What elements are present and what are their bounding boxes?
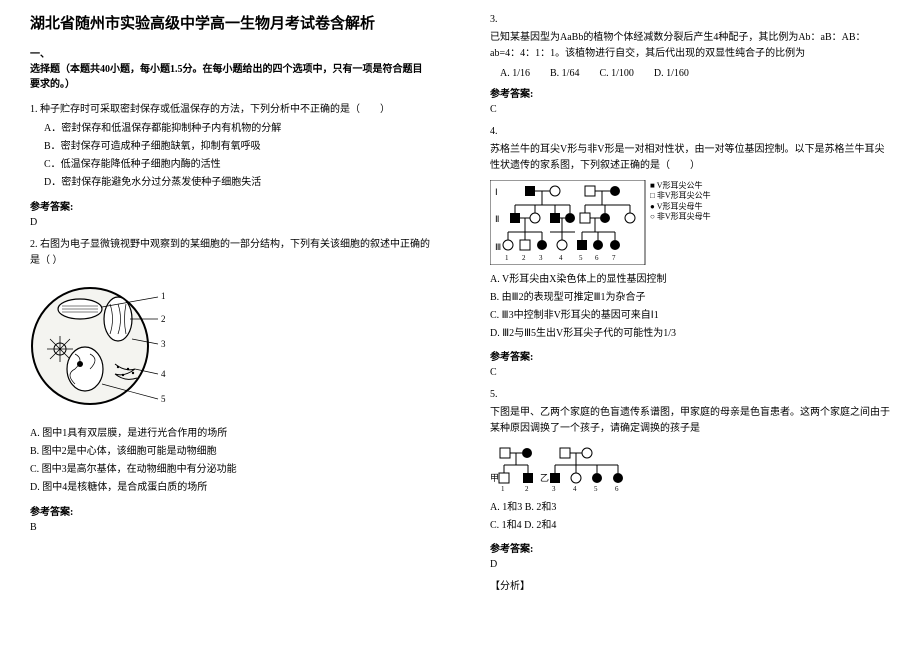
svg-text:2: 2	[525, 485, 529, 493]
q4-pedigree-wrap: Ⅰ Ⅱ Ⅲ 1 2 3 4 5 6 7	[490, 176, 890, 272]
cell-diagram: 1 2 3 4 5	[30, 279, 170, 414]
legend-c: ● V形耳尖母牛	[650, 202, 711, 212]
q3-options: A. 1/16 B. 1/64 C. 1/100 D. 1/160	[500, 68, 890, 79]
q4-opt-c: C. Ⅲ3中控制非V形耳尖的基因可来自Ⅰ1	[490, 308, 890, 324]
q3-ans: C	[490, 102, 890, 118]
q1-opt-c: C．低温保存能降低种子细胞内酶的活性	[44, 156, 430, 174]
q1-stem: 1. 种子贮存时可采取密封保存或低温保存的方法，下列分析中不正确的是（ ）	[30, 102, 430, 118]
section-num: 一、	[30, 45, 430, 60]
svg-text:3: 3	[539, 254, 543, 262]
q2-opt-c: C. 图中3是高尔基体，在动物细胞中有分泌功能	[30, 461, 430, 479]
q2-stem: 2. 右图为电子显微镜视野中观察到的某细胞的一部分结构，下列有关该细胞的叙述中正…	[30, 237, 430, 269]
svg-text:Ⅲ: Ⅲ	[495, 242, 501, 252]
svg-text:1: 1	[161, 291, 166, 301]
q5-analysis: 【分析】	[490, 579, 890, 595]
q2-ans-label: 参考答案:	[30, 503, 430, 518]
svg-text:3: 3	[552, 485, 556, 493]
q4-legend: ■ V形耳尖公牛 □ 非V形耳尖公牛 ● V形耳尖母牛 ○ 非V形耳尖母牛	[650, 181, 711, 223]
q4-num: 4.	[490, 124, 890, 140]
svg-text:4: 4	[161, 369, 166, 379]
svg-text:5: 5	[579, 254, 583, 262]
q1-opt-a: A．密封保存和低温保存都能抑制种子内有机物的分解	[44, 120, 430, 138]
section-instruction: 选择题（本题共40小题，每小题1.5分。在每小题给出的四个选项中，只有一项是符合…	[30, 62, 430, 92]
svg-text:2: 2	[522, 254, 526, 262]
svg-text:4: 4	[559, 254, 563, 262]
svg-text:乙: 乙	[540, 473, 549, 483]
q2-ans: B	[30, 520, 430, 536]
left-column: 湖北省随州市实验高级中学高一生物月考试卷含解析 一、 选择题（本题共40小题，每…	[0, 0, 460, 651]
q1-opt-d: D．密封保存能避免水分过分蒸发使种子细胞失活	[44, 174, 430, 192]
q5-stem: 下图是甲、乙两个家庭的色盲遗传系谱图，甲家庭的母亲是色盲患者。这两个家庭之间由于…	[490, 405, 890, 437]
q4-stem: 苏格兰牛的耳尖V形与非V形是一对相对性状，由一对等位基因控制。以下是苏格兰牛耳尖…	[490, 142, 890, 174]
svg-text:4: 4	[573, 485, 577, 493]
q5-ans-label: 参考答案:	[490, 540, 890, 555]
svg-text:甲: 甲	[490, 473, 499, 483]
q3-stem: 已知某基因型为AaBb的植物个体经减数分裂后产生4种配子，其比例为Ab：aB：A…	[490, 30, 890, 62]
svg-text:2: 2	[161, 314, 166, 324]
svg-text:Ⅰ: Ⅰ	[495, 187, 498, 197]
q3-opt-c: C. 1/100	[599, 68, 633, 79]
legend-a: ■ V形耳尖公牛	[650, 181, 711, 191]
q5-opt-ab: A. 1和3 B. 2和3	[490, 500, 890, 516]
svg-text:7: 7	[612, 254, 616, 262]
right-column: 3. 已知某基因型为AaBb的植物个体经减数分裂后产生4种配子，其比例为Ab：a…	[460, 0, 920, 651]
svg-text:Ⅱ: Ⅱ	[495, 214, 499, 224]
q1-opt-b: B．密封保存可造成种子细胞缺氧，抑制有氧呼吸	[44, 138, 430, 156]
q3-ans-label: 参考答案:	[490, 85, 890, 100]
q3-opt-d: D. 1/160	[654, 68, 689, 79]
q5-pedigree: 甲 1 2 乙 3 4 5 6	[490, 443, 630, 493]
q1-ans-label: 参考答案:	[30, 198, 430, 213]
q5-opt-cd: C. 1和4 D. 2和4	[490, 518, 890, 534]
svg-text:3: 3	[161, 339, 166, 349]
q4-opt-b: B. 由Ⅲ2的表现型可推定Ⅲ1为杂合子	[490, 290, 890, 306]
svg-text:6: 6	[595, 254, 599, 262]
svg-text:5: 5	[594, 485, 598, 493]
q4-ans-label: 参考答案:	[490, 348, 890, 363]
q3-num: 3.	[490, 12, 890, 28]
q2-opt-d: D. 图中4是核糖体，是合成蛋白质的场所	[30, 479, 430, 497]
q2-opt-a: A. 图中1具有双层膜，是进行光合作用的场所	[30, 425, 430, 443]
q4-ans: C	[490, 365, 890, 381]
q1-ans: D	[30, 215, 430, 231]
q3-opt-b: B. 1/64	[550, 68, 579, 79]
q3-opt-a: A. 1/16	[500, 68, 530, 79]
page-title: 湖北省随州市实验高级中学高一生物月考试卷含解析	[30, 12, 430, 33]
q5-num: 5.	[490, 387, 890, 403]
svg-text:5: 5	[161, 394, 166, 404]
legend-d: ○ 非V形耳尖母牛	[650, 212, 711, 222]
svg-text:1: 1	[501, 485, 505, 493]
legend-b: □ 非V形耳尖公牛	[650, 191, 711, 201]
q2-opt-b: B. 图中2是中心体，该细胞可能是动物细胞	[30, 443, 430, 461]
q4-opt-d: D. Ⅲ2与Ⅲ5生出V形耳尖子代的可能性为1/3	[490, 326, 890, 342]
q5-ans: D	[490, 557, 890, 573]
q4-opt-a: A. V形耳尖由X染色体上的显性基因控制	[490, 272, 890, 288]
svg-text:1: 1	[505, 254, 509, 262]
svg-text:6: 6	[615, 485, 619, 493]
